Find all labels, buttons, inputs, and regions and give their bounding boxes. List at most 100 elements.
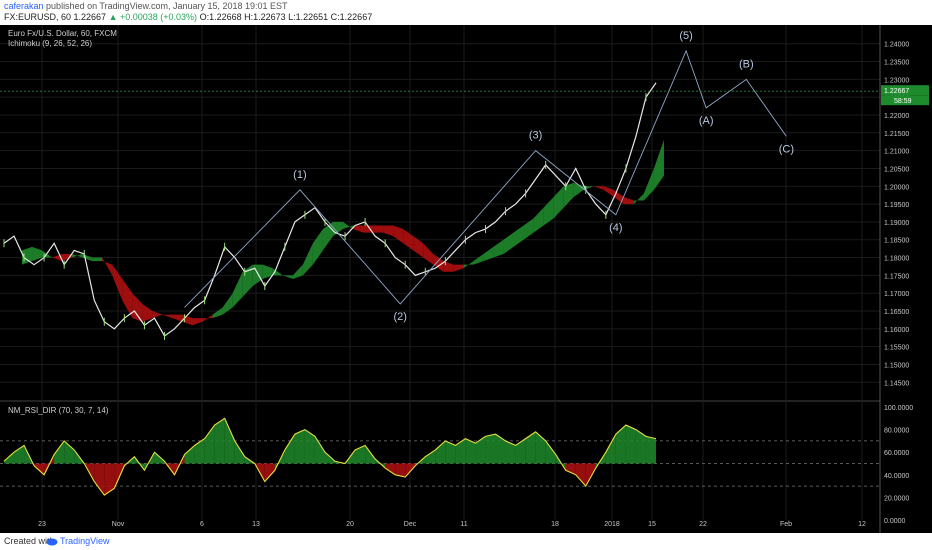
rsi-fill-segment (395, 463, 406, 478)
chart-area[interactable]: (1) (2) (3) (4) (5) (A) (B) (C) 1.24000 1.23500 1… (0, 25, 932, 533)
rsi-fill-segment (645, 436, 656, 464)
rsi-tick-label: 0.0000 (884, 518, 906, 525)
cloud-segment (623, 196, 634, 205)
wave-path (184, 49, 787, 308)
wave-label: (5) (679, 30, 692, 42)
wave-label: (3) (529, 130, 542, 142)
cloud-segment (312, 229, 323, 265)
cloud-segment (162, 314, 173, 319)
x-tick-label: 18 (551, 521, 559, 528)
rsi-fill-segment (605, 434, 616, 464)
cloud-segment (342, 221, 354, 230)
x-tick-label: 23 (38, 521, 46, 528)
y-tick-label: 1.21000 (884, 149, 909, 156)
last-price-label: 1.22667 (884, 88, 909, 95)
cloud-segment (112, 264, 123, 301)
cloud-segment (212, 307, 223, 319)
cloud-segment (102, 257, 113, 276)
cloud-segment (443, 261, 454, 272)
cloud-segment (62, 253, 73, 262)
cloud-segment (533, 207, 544, 233)
y-tick-label: 1.23500 (884, 60, 909, 67)
cloud-segment (593, 186, 604, 190)
cloud-segment (92, 257, 103, 262)
axes: 1.240001.235001.230001.225001.220001.215… (0, 25, 929, 533)
publish-info: published on TradingView.com, January 15… (46, 1, 288, 11)
x-tick-label: Dec (404, 521, 417, 528)
rsi-fill-segment (304, 429, 315, 464)
rsi-pane (0, 417, 880, 496)
rsi-fill-segment (365, 445, 376, 464)
cloud-segment (493, 239, 504, 258)
y-tick-label: 1.22000 (884, 113, 909, 120)
cloud-segment (262, 264, 273, 279)
y-tick-label: 1.20000 (884, 184, 909, 191)
rsi-fill-segment (535, 431, 546, 464)
rsi-fill-segment (294, 429, 305, 464)
rsi-tick-label: 100.0000 (884, 405, 913, 412)
rsi-fill-segment (184, 445, 195, 464)
symbol-line: FX:EURUSD, 60 1.22667 ▲ +0.00038 (+0.03%… (4, 12, 372, 23)
author-link[interactable]: caferakan (4, 1, 44, 11)
rsi-fill-segment (355, 445, 366, 464)
rsi-fill-segment (495, 434, 506, 464)
cloud-segment (633, 193, 644, 205)
cloud-segment (82, 253, 93, 262)
wave-label: (A) (699, 115, 714, 127)
rsi-line (3, 417, 657, 496)
x-tick-label: 2018 (604, 521, 620, 528)
cloud-segment (272, 268, 283, 276)
cloud-segment (142, 303, 153, 322)
instrument-label: Euro Fx/U.S. Dollar, 60, FXCM (8, 29, 117, 38)
cloud-segment (453, 264, 464, 272)
created-with: Created with (4, 536, 55, 546)
elliott-waves: (1) (2) (3) (4) (5) (A) (B) (C) (184, 30, 794, 323)
x-tick-label: 13 (252, 521, 260, 528)
rsi-fill-segment (194, 438, 205, 464)
rsi-fill-segment (625, 425, 636, 464)
rsi-fill-segment (565, 463, 576, 475)
y-tick-label: 1.19000 (884, 220, 909, 227)
publish-line: caferakan published on TradingView.com, … (4, 1, 288, 12)
rsi-fill-segment (485, 434, 496, 464)
rsi-fill-segment (455, 438, 466, 464)
y-tick-label: 1.21500 (884, 131, 909, 138)
wave-label: (1) (293, 169, 306, 181)
cloud-segment (523, 218, 534, 240)
rsi-fill-segment (44, 454, 55, 475)
cloud-segment (192, 318, 203, 326)
cloud-segment (72, 253, 83, 258)
rsi-fill-segment (445, 440, 456, 464)
rsi-tick-label: 40.0000 (884, 473, 909, 480)
rsi-fill-segment (274, 449, 285, 471)
countdown-label: 58:59 (894, 98, 912, 105)
rsi-fill-segment (64, 440, 75, 464)
y-tick-label: 1.16000 (884, 327, 909, 334)
rsi-fill-segment (385, 463, 396, 475)
symbol-ohlc: O:1.22668 H:1.22673 L:1.22651 C:1.22667 (199, 12, 373, 22)
cloud-segment (423, 243, 434, 265)
cloud-segment (393, 225, 404, 244)
y-tick-label: 1.20500 (884, 166, 909, 173)
y-tick-label: 1.17500 (884, 273, 909, 280)
cloud-segment (132, 293, 143, 322)
rsi-fill-segment (505, 440, 516, 464)
tradingview-brand[interactable]: TradingView (60, 536, 110, 546)
cloud-segment (172, 314, 183, 322)
y-tick-label: 1.23000 (884, 77, 909, 84)
rsi-fill-segment (104, 463, 115, 496)
cloud-segment (383, 225, 394, 237)
rsi-fill-segment (465, 438, 476, 464)
countdown-badge (881, 95, 929, 106)
cloud-segment (32, 246, 43, 262)
rsi-fill-segment (435, 440, 446, 464)
rsi-fill-segment (635, 429, 646, 464)
rsi-tick-label: 20.0000 (884, 495, 909, 502)
rsi-fill-segment (284, 434, 295, 464)
symbol-change: ▲ +0.00038 (+0.03%) (108, 12, 198, 22)
cloud-segment (232, 271, 243, 308)
cloud-segment (653, 139, 664, 190)
cloud-segment (182, 314, 193, 326)
rsi-fill-segment (575, 463, 586, 487)
y-tick-label: 1.19500 (884, 202, 909, 209)
